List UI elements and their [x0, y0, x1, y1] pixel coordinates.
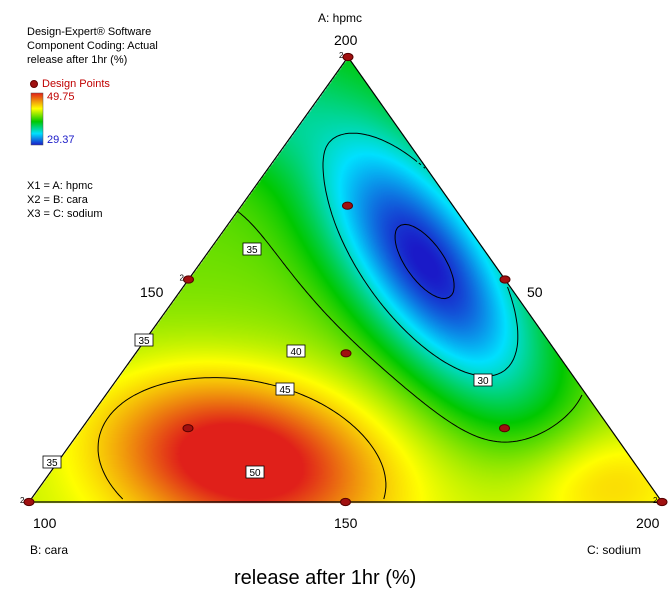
software-name: Design-Expert® Software [27, 26, 152, 38]
legend-min-value: 29.37 [47, 134, 75, 146]
triangle-border [27, 55, 664, 503]
svg-text:35: 35 [246, 245, 258, 256]
svg-text:50: 50 [249, 468, 261, 479]
design-point-replicate-count: 2 [180, 274, 185, 283]
vertex-a-label: A: hpmc [318, 11, 363, 25]
vertex-c-label: C: sodium [587, 543, 642, 557]
edge-bottom-tick: 150 [334, 515, 358, 531]
contour-label: 45 [275, 382, 295, 396]
svg-text:35: 35 [138, 336, 150, 347]
factor-x3: X3 = C: sodium [27, 208, 103, 220]
design-point-replicate-count: 2 [653, 496, 658, 505]
chart-title: release after 1hr (%) [234, 567, 417, 589]
contour-label: 50 [245, 465, 265, 479]
design-point [340, 349, 352, 358]
legend-max-value: 49.75 [47, 91, 75, 103]
design-point [499, 424, 510, 433]
contour-label: 35 [242, 242, 262, 256]
contour-line-35 [322, 132, 519, 377]
component-coding: Component Coding: Actual [27, 40, 158, 52]
design-point [183, 275, 194, 284]
svg-text:35: 35 [46, 458, 58, 469]
edge-left-tick: 150 [140, 284, 164, 300]
design-point [342, 201, 353, 210]
legend-design-points-label: Design Points [42, 78, 110, 90]
design-points: 2 2 2 2 [20, 51, 668, 507]
contour-line-40 [236, 210, 583, 443]
design-point-replicate-count: 2 [20, 496, 25, 505]
vertex-b-label: B: cara [30, 543, 69, 557]
response-name: release after 1hr (%) [27, 54, 128, 66]
legend-colorbar [30, 92, 44, 146]
design-point [342, 52, 354, 62]
contour-label: 40 [286, 344, 306, 358]
contour-line-30 [394, 223, 455, 300]
svg-text:40: 40 [290, 347, 302, 358]
design-point [499, 275, 511, 284]
edge-right-tick: 50 [527, 284, 543, 300]
vertex-b-value: 100 [33, 515, 57, 531]
svg-text:30: 30 [477, 376, 489, 387]
contour-line-45 [97, 377, 387, 500]
vertex-c-value: 200 [636, 515, 660, 531]
design-point [656, 497, 668, 507]
design-point [340, 497, 351, 507]
legend-design-point-marker [30, 80, 38, 88]
design-point-replicate-count: 2 [339, 51, 344, 60]
factor-x2: X2 = B: cara [27, 194, 88, 206]
vertex-a-value: 200 [334, 32, 358, 48]
contour-lines [97, 132, 583, 500]
svg-text:45: 45 [279, 385, 291, 396]
contour-label: 35 [42, 455, 62, 469]
contour-labels: 30 35 35 35 40 45 50 [42, 242, 493, 479]
contour-label: 30 [473, 373, 493, 387]
design-point [23, 497, 35, 507]
contour-label: 35 [134, 333, 154, 347]
design-point [182, 424, 194, 433]
factor-x1: X1 = A: hpmc [27, 180, 93, 192]
